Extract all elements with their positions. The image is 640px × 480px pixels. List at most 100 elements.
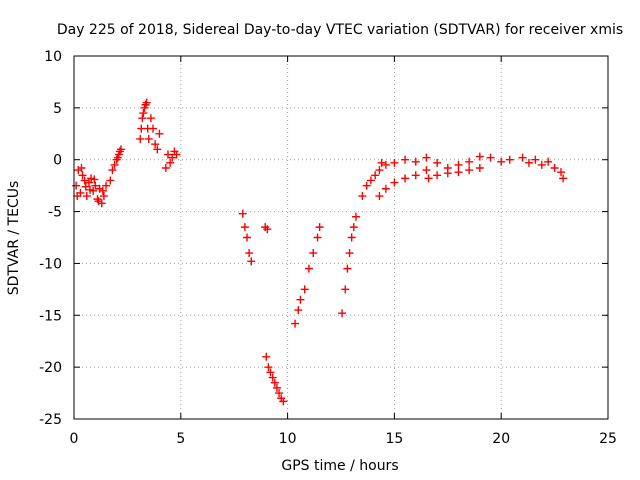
data-point — [351, 212, 360, 221]
y-tick-label: -20 — [39, 360, 62, 376]
data-point — [80, 176, 89, 185]
data-point — [309, 249, 318, 258]
data-point — [401, 174, 410, 183]
data-point — [264, 363, 273, 372]
data-point — [390, 178, 399, 187]
data-point — [411, 157, 420, 166]
data-point — [454, 160, 463, 169]
data-point — [454, 168, 463, 177]
data-point — [358, 192, 367, 201]
data-point — [424, 174, 433, 183]
data-point — [275, 389, 284, 398]
y-tick-label: 5 — [53, 101, 62, 117]
data-point — [238, 209, 247, 218]
data-point — [497, 157, 506, 166]
data-point — [155, 129, 164, 138]
y-tick-label: 10 — [44, 49, 62, 65]
data-point — [411, 171, 420, 180]
data-point — [279, 397, 288, 406]
data-point — [72, 181, 81, 190]
data-point — [315, 223, 324, 232]
x-tick-label: 5 — [176, 431, 185, 447]
data-point — [247, 257, 256, 266]
data-point — [381, 184, 390, 193]
series-seg3b — [161, 147, 181, 173]
data-point — [294, 306, 303, 315]
gridlines — [74, 56, 608, 419]
data-point — [84, 178, 93, 187]
data-point — [138, 114, 147, 123]
data-point — [362, 181, 371, 190]
data-point — [99, 192, 108, 201]
data-point — [172, 150, 181, 159]
series-seg4 — [238, 209, 256, 266]
data-point — [524, 158, 533, 167]
data-point — [304, 264, 313, 273]
data-point — [345, 249, 354, 258]
data-point — [486, 153, 495, 162]
data-point — [153, 145, 162, 154]
data-point — [375, 166, 384, 175]
data-point — [168, 153, 177, 162]
data-point — [136, 134, 145, 143]
data-point — [381, 160, 390, 169]
data-point — [86, 185, 95, 194]
data-point — [90, 175, 99, 184]
series-seg1 — [72, 166, 111, 208]
data-point — [557, 168, 566, 177]
data-point — [313, 233, 322, 242]
data-point — [268, 373, 277, 382]
data-point — [371, 171, 380, 180]
x-tick-label: 25 — [599, 431, 617, 447]
plot-frame — [73, 55, 609, 420]
data-point — [163, 150, 172, 159]
data-point — [375, 192, 384, 201]
series-seg4b — [261, 223, 272, 234]
data-point — [475, 164, 484, 173]
data-point — [300, 285, 309, 294]
series-seg6 — [291, 223, 324, 328]
x-tick-label: 20 — [492, 431, 510, 447]
data-point — [266, 368, 275, 377]
data-point — [291, 319, 300, 328]
y-tick-label: -10 — [39, 256, 62, 272]
data-point — [272, 383, 281, 392]
data-point — [544, 157, 553, 166]
data-point — [91, 181, 100, 190]
data-point — [475, 152, 484, 161]
data-point — [433, 158, 442, 167]
data-point — [338, 309, 347, 318]
data-point — [110, 160, 119, 169]
data-point — [465, 166, 474, 175]
data-point — [390, 158, 399, 167]
data-point — [377, 158, 386, 167]
data-point — [139, 109, 148, 118]
data-point — [341, 285, 350, 294]
x-tick-label: 10 — [279, 431, 297, 447]
data-point — [433, 171, 442, 180]
data-point — [537, 160, 546, 169]
data-point — [505, 155, 514, 164]
data-point — [366, 176, 375, 185]
series-seg7 — [338, 212, 360, 318]
axis-ticks — [73, 55, 609, 420]
data-point — [73, 192, 82, 201]
series-seg5 — [262, 352, 288, 406]
series-seg9 — [381, 152, 514, 173]
data-point — [262, 352, 271, 361]
data-point — [78, 171, 87, 180]
data-point — [98, 186, 107, 195]
data-point — [94, 197, 103, 206]
data-point — [465, 157, 474, 166]
data-point — [142, 98, 151, 107]
series-seg1b — [73, 164, 107, 206]
data-point — [151, 140, 160, 149]
data-point — [531, 155, 540, 164]
data-point — [161, 164, 170, 173]
series-seg10 — [518, 153, 568, 183]
series-seg9b — [424, 164, 484, 183]
x-tick-label: 0 — [70, 431, 79, 447]
y-axis-label: SDTVAR / TECUs — [6, 181, 22, 296]
series-seg2 — [106, 145, 125, 185]
